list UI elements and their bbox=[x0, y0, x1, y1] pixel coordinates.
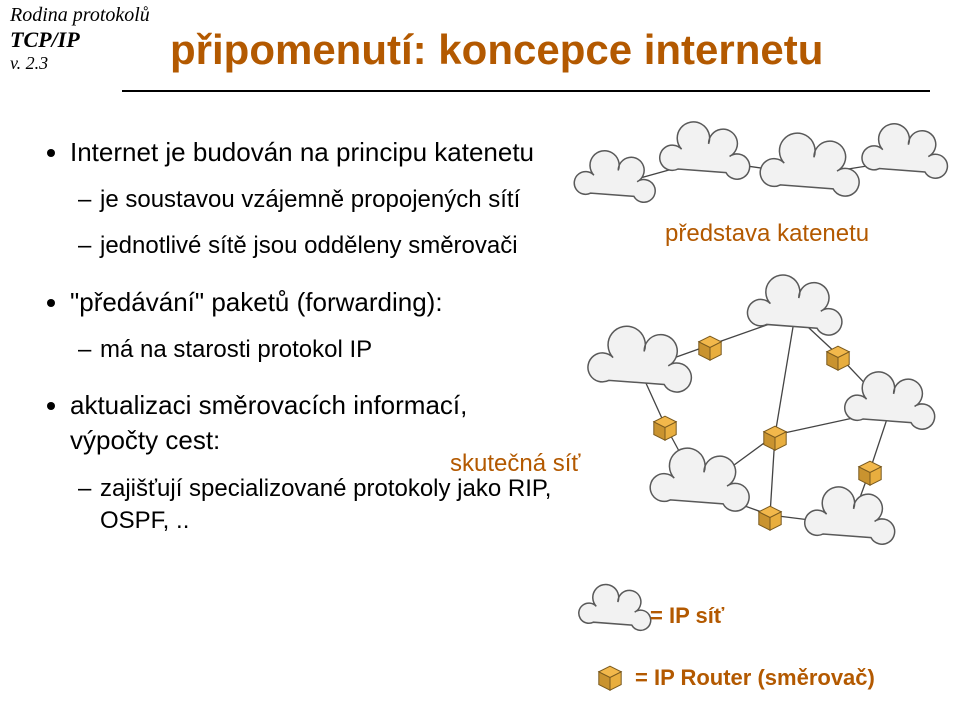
cloud-icon bbox=[845, 372, 935, 429]
cloud-icon bbox=[650, 448, 749, 511]
cloud-icon bbox=[579, 585, 651, 631]
router-icon bbox=[759, 506, 781, 530]
legend-ip-router: = IP Router (směrovač) bbox=[635, 665, 875, 691]
cloud-icon bbox=[760, 133, 859, 196]
header-stamp: Rodina protokolů TCP/IP v. 2.3 bbox=[10, 4, 150, 74]
router-icon bbox=[827, 346, 849, 370]
bullet-item: Internet je budován na principu katenetu… bbox=[70, 135, 552, 263]
router-icon bbox=[764, 426, 786, 450]
stamp-line-2: TCP/IP bbox=[10, 27, 150, 53]
router-icon bbox=[599, 666, 621, 690]
label-real-network: skutečná síť bbox=[450, 450, 580, 478]
network-diagram bbox=[560, 120, 950, 700]
bullet-sub-item: má na starosti protokol IP bbox=[100, 334, 552, 366]
page-title: připomenutí: koncepce internetu bbox=[170, 26, 823, 74]
router-icon bbox=[859, 461, 881, 485]
bullet-sub-item: jednotlivé sítě jsou odděleny směrovači bbox=[100, 230, 552, 262]
legend-ip-network: = IP síť bbox=[650, 603, 724, 629]
label-katenet: představa katenetu bbox=[665, 220, 869, 248]
stamp-line-3: v. 2.3 bbox=[10, 53, 150, 74]
stamp-line-1: Rodina protokolů bbox=[10, 4, 150, 27]
cloud-icon bbox=[805, 487, 895, 544]
cloud-icon bbox=[862, 124, 947, 178]
cloud-icon bbox=[747, 275, 841, 335]
router-icon bbox=[699, 336, 721, 360]
diagram-area: představa katenetu skutečná síť = IP síť… bbox=[560, 120, 950, 700]
bullet-item: "předávání" paketů (forwarding):má na st… bbox=[70, 285, 552, 366]
cloud-icon bbox=[574, 151, 655, 203]
bullet-sub-item: zajišťují specializované protokoly jako … bbox=[100, 473, 552, 538]
bullet-sub-item: je soustavou vzájemně propojených sítí bbox=[100, 184, 552, 216]
bullet-content: Internet je budován na principu katenetu… bbox=[42, 135, 552, 559]
cloud-icon bbox=[588, 326, 691, 392]
title-rule bbox=[122, 90, 930, 92]
router-icon bbox=[654, 416, 676, 440]
cloud-icon bbox=[660, 122, 750, 179]
